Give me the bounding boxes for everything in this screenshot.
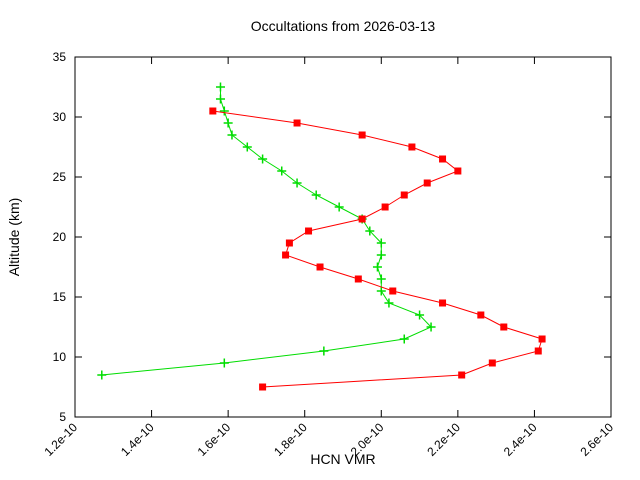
square-marker [259,383,267,391]
square-marker [538,335,546,343]
square-marker [439,299,447,307]
plus-marker [415,310,425,320]
square-marker [381,203,389,211]
x-tick-label: 2.2e-10 [424,420,463,459]
square-marker [358,131,366,139]
plus-marker [219,106,229,116]
plot-area: 1.2e-10 1.4e-10 1.6e-10 1.8e-10 2.0e-10 2.2e-… [41,50,616,459]
plus-marker [97,370,107,380]
occultation-profile-red-line [212,110,543,388]
plus-marker [292,178,302,188]
x-tick-label: 1.4e-10 [118,420,157,459]
plus-marker [215,82,225,92]
y-tick-label: 35 [53,50,67,64]
square-marker [423,179,431,187]
plus-marker [277,166,287,176]
square-marker [293,119,301,127]
square-marker [389,287,397,295]
square-marker [285,239,293,247]
plus-marker [376,250,386,260]
plus-marker [376,238,386,248]
square-marker [458,371,466,379]
square-marker [316,263,324,271]
y-axis-label: Altitude (km) [6,198,22,277]
series-square [209,107,546,391]
plus-marker [384,298,394,308]
plus-marker [311,190,321,200]
plus-marker [223,118,233,128]
x-tick-label: 2.6e-10 [577,420,616,459]
plus-marker [372,262,382,272]
square-marker [400,191,408,199]
y-tick-label: 5 [59,410,66,424]
plus-marker [399,334,409,344]
square-marker [305,227,313,235]
series-plus [97,82,436,380]
plus-marker [219,358,229,368]
y-tick-label: 10 [53,350,67,364]
square-marker [282,251,290,259]
x-tick-label: 1.6e-10 [195,420,234,459]
square-marker [354,275,362,283]
plus-marker [334,202,344,212]
x-tick-label: 1.8e-10 [271,420,310,459]
x-axis-label: HCN VMR [310,451,375,467]
square-marker [439,155,447,163]
plus-marker [365,226,375,236]
y-tick-label: 15 [53,290,67,304]
plot-frame [74,56,612,418]
plus-marker [376,286,386,296]
plus-marker [242,142,252,152]
square-marker [408,143,416,151]
square-marker [534,347,542,355]
square-marker [358,215,366,223]
x-tick-label: 2.4e-10 [501,420,540,459]
y-tick-label: 30 [53,110,67,124]
square-marker [500,323,508,331]
plus-marker [215,94,225,104]
plus-marker [426,322,436,332]
plus-marker [258,154,268,164]
square-marker [209,107,217,115]
square-marker [454,167,462,175]
x-tick-label: 1.2e-10 [41,420,80,459]
square-marker [488,359,496,367]
y-tick-label: 20 [53,230,67,244]
y-tick-label: 25 [53,170,67,184]
chart-title: Occultations from 2026-03-13 [251,18,436,34]
plus-marker [319,346,329,356]
square-marker [477,311,485,319]
plus-marker [376,274,386,284]
occultation-profile-green-line [101,87,432,376]
plus-marker [227,130,237,140]
